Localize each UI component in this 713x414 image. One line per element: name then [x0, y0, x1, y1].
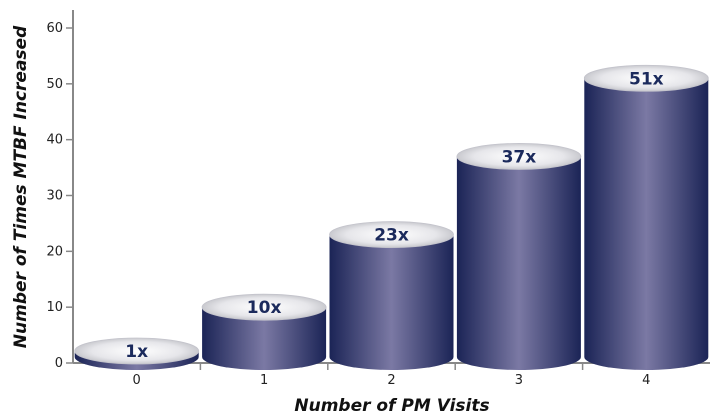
bar-top — [74, 337, 200, 365]
bar-body — [202, 307, 327, 371]
bar-1 — [201, 293, 327, 371]
bar-body — [329, 234, 454, 371]
x-tick-label: 0 — [133, 373, 141, 388]
x-tick-label: 1 — [260, 373, 268, 388]
y-tick-label: 60 — [46, 21, 63, 36]
data-label: 1x — [125, 342, 148, 362]
bar-top — [456, 143, 582, 170]
bar-top — [201, 293, 327, 321]
data-label: 10x — [247, 298, 282, 318]
data-label: 37x — [502, 147, 537, 167]
x-tick-label: 4 — [642, 373, 650, 388]
y-tick-label: 10 — [46, 300, 63, 315]
bars — [74, 64, 709, 371]
bar-3 — [456, 143, 582, 370]
y-tick-label: 30 — [46, 189, 63, 204]
data-label: 51x — [629, 69, 664, 89]
bar-2 — [329, 221, 454, 371]
bar-0 — [74, 337, 200, 370]
bar-body — [584, 78, 709, 371]
x-tick-label: 2 — [387, 373, 395, 388]
bar-top — [583, 64, 709, 92]
x-axis-title: Number of PM Visits — [294, 396, 489, 414]
bar-4 — [583, 64, 709, 371]
y-axis-title: Number of Times MTBF Increased — [11, 25, 31, 348]
bar-body — [456, 156, 581, 370]
data-label: 23x — [374, 226, 409, 246]
y-tick-label: 20 — [46, 244, 63, 259]
bar-top — [329, 221, 454, 248]
y-tick-label: 40 — [46, 133, 63, 148]
x-tick-label: 3 — [515, 373, 523, 388]
y-tick-label: 50 — [46, 77, 63, 92]
y-tick-label: 0 — [55, 356, 63, 371]
labels: 1x 0 10x 1 23x 2 37x 3 51x 4 — [125, 69, 663, 388]
